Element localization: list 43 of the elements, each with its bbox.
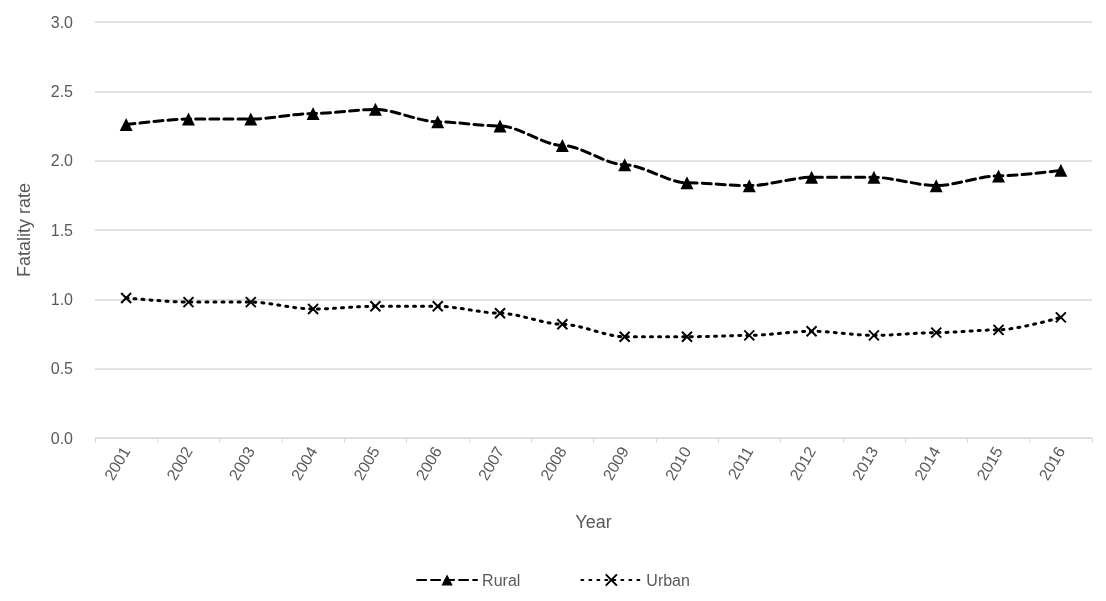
- point: [556, 318, 569, 331]
- point: [182, 296, 195, 309]
- point: [992, 323, 1005, 336]
- point: [555, 138, 569, 152]
- point: [244, 296, 257, 309]
- point: [929, 179, 943, 193]
- point: [120, 291, 133, 304]
- point: [431, 115, 445, 129]
- point: [618, 158, 632, 172]
- y-tick-label: 2.0: [50, 152, 74, 170]
- point: [680, 330, 693, 343]
- point: [680, 176, 694, 190]
- point: [743, 329, 756, 342]
- y-tick-label: 2.5: [50, 82, 74, 100]
- point: [618, 330, 631, 343]
- point: [119, 118, 133, 132]
- point: [493, 119, 507, 133]
- y-tick-label: 1.5: [50, 221, 74, 239]
- point: [867, 170, 881, 184]
- point: [369, 300, 382, 313]
- point: [1054, 311, 1067, 324]
- point: [805, 170, 819, 184]
- legend-label: Urban: [646, 571, 690, 589]
- point: [181, 112, 195, 126]
- y-tick-label: 3.0: [50, 13, 74, 31]
- point: [1054, 163, 1068, 177]
- point: [431, 300, 444, 313]
- point: [306, 107, 320, 121]
- point: [742, 179, 756, 193]
- point: [368, 102, 382, 116]
- point: [494, 307, 507, 320]
- point: [307, 303, 320, 316]
- point: [930, 326, 943, 339]
- point: [805, 325, 818, 338]
- legend-label: Rural: [482, 571, 521, 589]
- point: [992, 169, 1006, 183]
- point: [867, 329, 880, 342]
- point: [244, 112, 258, 126]
- y-tick-label: 0.5: [50, 360, 74, 378]
- y-tick-label: 1.0: [50, 290, 74, 308]
- y-axis-title: Fatality rate: [14, 182, 34, 278]
- x-axis-title: Year: [575, 512, 612, 532]
- y-tick-label: 0.0: [50, 429, 74, 447]
